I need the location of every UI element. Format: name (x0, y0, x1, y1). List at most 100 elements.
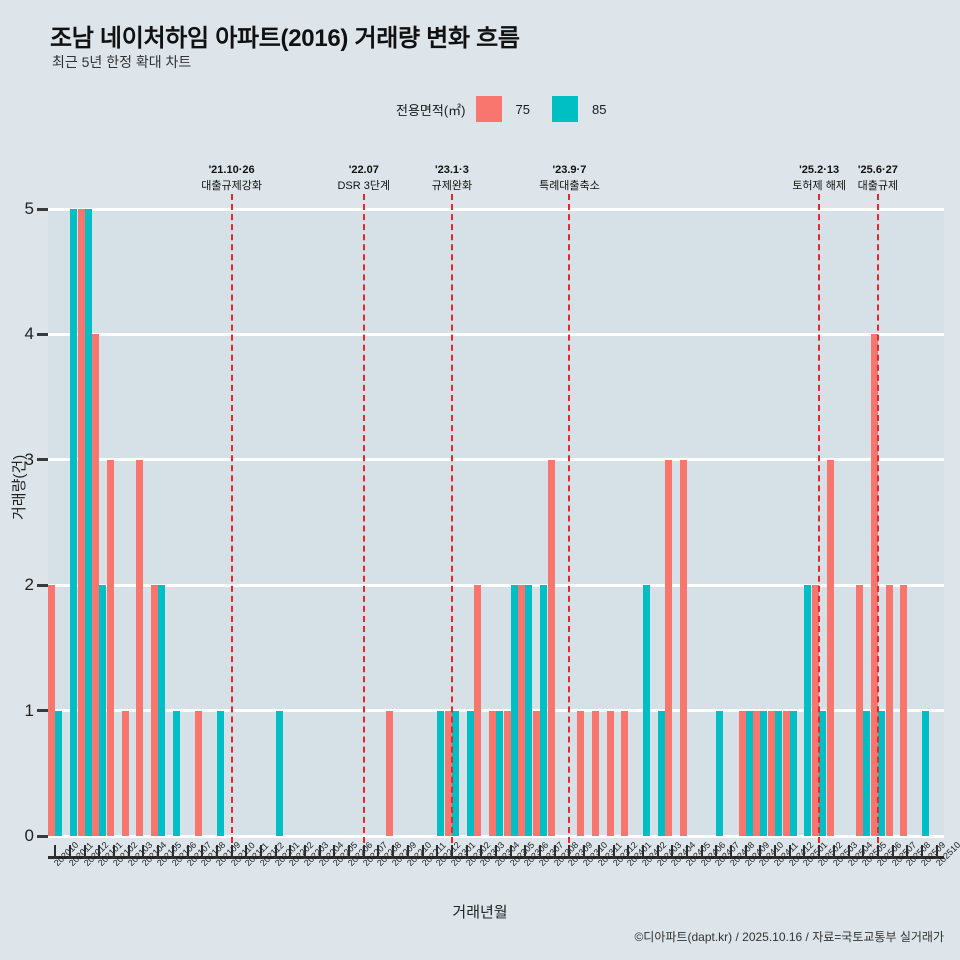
x-tick-mark (54, 845, 57, 858)
bar (716, 710, 724, 836)
bar (99, 585, 107, 836)
x-tick-mark (818, 845, 821, 858)
x-tick-mark (69, 845, 72, 858)
legend-swatch-75 (475, 96, 502, 122)
bar (768, 710, 776, 836)
bar (70, 209, 78, 836)
x-tick-mark (186, 845, 189, 858)
bar (216, 710, 224, 836)
page-subtitle: 최근 5년 한정 확대 차트 (52, 54, 192, 70)
bar (510, 585, 518, 836)
event-date: '22.07 (348, 164, 379, 176)
bar (84, 209, 92, 836)
event-text: 토허제 해제 (792, 179, 846, 192)
bar (738, 710, 746, 836)
event-marker-line (362, 194, 365, 843)
event-marker-line (876, 194, 879, 843)
bar (679, 459, 687, 836)
bar (863, 710, 871, 836)
x-tick-mark (215, 845, 218, 858)
x-tick-mark (392, 845, 395, 858)
bar (474, 585, 482, 836)
bar (533, 710, 541, 836)
x-tick-mark (362, 845, 365, 858)
chart-legend: 전용면적(㎡) 75 85 (396, 94, 606, 124)
bar (451, 710, 459, 836)
x-tick-mark (245, 845, 248, 858)
bar (877, 710, 885, 836)
bar (577, 710, 585, 836)
legend-title: 전용면적(㎡) (396, 102, 466, 118)
x-tick-mark (318, 845, 321, 858)
event-date: '25.2·13 (799, 164, 840, 176)
bar (158, 585, 166, 836)
x-tick-mark (847, 845, 850, 858)
x-tick-mark (876, 845, 879, 858)
y-tick-mark (37, 332, 48, 336)
y-tick-label: 3 (24, 449, 34, 469)
gridline (48, 332, 944, 336)
bar (900, 585, 908, 836)
event-marker-label: '25.2·13 토허제 해제 (792, 163, 846, 195)
x-tick-mark (788, 845, 791, 858)
x-tick-mark (480, 845, 483, 858)
y-tick-mark (37, 834, 48, 838)
bar (606, 710, 614, 836)
x-tick-mark (259, 845, 262, 858)
x-tick-mark (524, 845, 527, 858)
x-tick-mark (406, 845, 409, 858)
event-marker-label: '25.6·27 대출규제 (858, 163, 898, 195)
bar (275, 710, 283, 836)
bar (121, 710, 129, 836)
y-tick-mark (37, 207, 48, 211)
y-tick-label: 2 (24, 575, 34, 595)
x-tick-mark (421, 845, 424, 858)
bar (518, 585, 526, 836)
bar (386, 710, 394, 836)
event-marker-line (818, 194, 821, 843)
event-text: 대출규제 (857, 179, 899, 192)
x-tick-mark (891, 845, 894, 858)
y-tick-label: 0 (24, 826, 34, 845)
event-marker-label: '23.1·3 규제완화 (432, 163, 472, 195)
x-tick-mark (274, 845, 277, 858)
bar (136, 459, 144, 836)
bar (503, 710, 511, 836)
x-tick-mark (612, 845, 615, 858)
x-tick-mark (730, 845, 733, 858)
y-tick-mark (37, 458, 48, 462)
bar (856, 585, 864, 836)
bar (151, 585, 159, 836)
x-tick-mark (304, 845, 307, 858)
page-title: 조남 네이처하임 아파트(2016) 거래량 변화 흐름 (50, 25, 520, 52)
y-tick-mark (37, 583, 48, 587)
event-text: DSR 3단계 (337, 179, 391, 192)
bar (496, 710, 503, 836)
bar (812, 585, 820, 836)
x-tick-mark (113, 845, 116, 858)
event-date: '23.1·3 (435, 164, 469, 176)
event-marker-label: '22.07 DSR 3단계 (337, 163, 390, 195)
x-tick-mark (641, 845, 644, 858)
x-tick-mark (348, 845, 351, 858)
x-tick-mark (671, 845, 674, 858)
x-tick-mark (98, 845, 101, 858)
x-tick-mark (157, 845, 160, 858)
x-tick-mark (83, 845, 86, 858)
bar (642, 585, 650, 836)
bar (591, 710, 599, 836)
x-tick-mark (862, 845, 865, 858)
bar (77, 209, 85, 836)
bar (826, 459, 834, 836)
x-tick-mark (509, 845, 512, 858)
y-tick-label: 5 (24, 199, 34, 218)
bar (775, 710, 783, 836)
bar (753, 710, 761, 836)
x-tick-mark (583, 845, 586, 858)
event-marker-label: '21.10·26 대출규제강화 (201, 163, 262, 195)
event-text: 특례대출축소 (539, 179, 600, 192)
event-marker-line (230, 194, 233, 843)
bar (745, 710, 753, 836)
x-tick-mark (803, 845, 806, 858)
event-marker-line (450, 194, 453, 843)
